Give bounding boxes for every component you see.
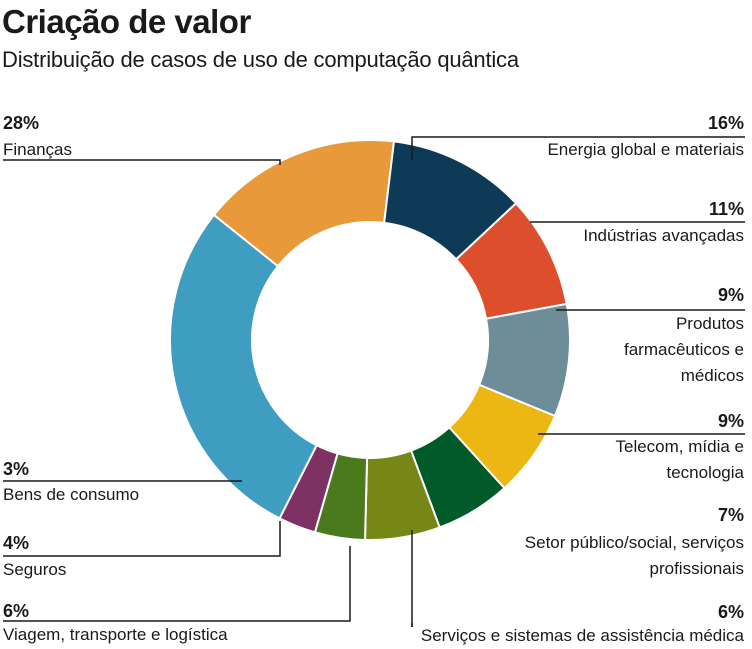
- slice-label-industrias: Indústrias avançadas: [583, 226, 744, 245]
- slice-label-bens-consumo: Bens de consumo: [3, 485, 140, 504]
- slice-label-setor-publico: Setor público/social, serviços profissio…: [524, 533, 744, 578]
- slice-value-label-bens-consumo: 3%: [3, 459, 30, 479]
- slice-label-telecom: Telecom, mídia e tecnologia: [615, 437, 745, 482]
- slice-value-label-setor-publico: 7%: [717, 505, 744, 525]
- slice-value-label-energia: 16%: [707, 113, 744, 133]
- chart-title: Criação de valor: [2, 3, 251, 40]
- slice-value-label-servicos-saude: 6%: [717, 602, 744, 622]
- donut-slice-financas: [169, 213, 318, 520]
- slice-value-label-farma: 9%: [717, 285, 744, 305]
- slice-label-viagem: Viagem, transporte e logística: [3, 625, 228, 644]
- slice-label-financas: Finanças: [3, 140, 72, 159]
- leader-line-financas: [3, 159, 281, 165]
- slice-label-servicos-saude: Serviços e sistemas de assistência médic…: [420, 626, 744, 645]
- slice-value-label-seguros: 4%: [3, 533, 30, 553]
- slice-label-farma: Produtos farmacêuticos e médicos: [624, 314, 744, 385]
- chart-subtitle: Distribuição de casos de uso de computaç…: [2, 47, 519, 72]
- leader-line-seguros: [3, 521, 281, 557]
- leader-line-viagem: [3, 546, 351, 622]
- slice-value-label-viagem: 6%: [3, 601, 30, 621]
- slice-value-label-industrias: 11%: [708, 199, 744, 219]
- slice-label-energia: Energia global e materiais: [547, 140, 744, 159]
- slice-label-seguros: Seguros: [3, 560, 67, 579]
- slice-value-label-financas: 28%: [3, 113, 40, 133]
- slice-value-label-telecom: 9%: [717, 411, 744, 431]
- leader-line-energia: [411, 136, 745, 160]
